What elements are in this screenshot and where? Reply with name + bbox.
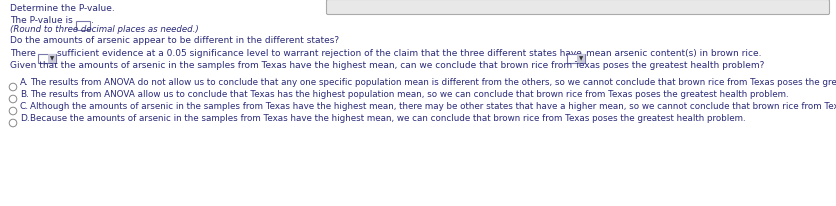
Text: D.: D. [20,114,30,123]
Text: ▼: ▼ [50,56,54,61]
Circle shape [9,83,17,91]
Text: mean arsenic content(s) in brown rice.: mean arsenic content(s) in brown rice. [586,49,762,58]
Bar [577,54,585,63]
Text: Do the amounts of arsenic appear to be different in the different states?: Do the amounts of arsenic appear to be d… [10,36,339,45]
Text: The P-value is: The P-value is [10,16,73,25]
Text: A.: A. [20,78,29,87]
Text: sufficient evidence at a 0.05 significance level to warrant rejection of the cla: sufficient evidence at a 0.05 significan… [57,49,582,58]
Circle shape [9,119,17,127]
Bar [48,54,56,63]
Circle shape [9,107,17,115]
Circle shape [9,95,17,103]
Text: The results from ANOVA do not allow us to conclude that any one specific populat: The results from ANOVA do not allow us t… [30,78,836,87]
Text: B.: B. [20,90,29,99]
Text: Although the amounts of arsenic in the samples from Texas have the highest mean,: Although the amounts of arsenic in the s… [30,102,836,111]
Text: .: . [91,16,94,25]
Text: (Round to three decimal places as needed.): (Round to three decimal places as needed… [10,25,199,34]
Text: ▼: ▼ [579,56,584,61]
FancyBboxPatch shape [38,54,56,63]
Text: Because the amounts of arsenic in the samples from Texas have the highest mean, : Because the amounts of arsenic in the sa… [30,114,746,123]
FancyBboxPatch shape [76,21,90,30]
Text: Given that the amounts of arsenic in the samples from Texas have the highest mea: Given that the amounts of arsenic in the… [10,61,764,70]
FancyBboxPatch shape [327,0,829,14]
Text: C.: C. [20,102,29,111]
Text: Determine the P-value.: Determine the P-value. [10,4,115,13]
Text: The results from ANOVA allow us to conclude that Texas has the highest populatio: The results from ANOVA allow us to concl… [30,90,788,99]
Text: There: There [10,49,36,58]
FancyBboxPatch shape [567,54,585,63]
